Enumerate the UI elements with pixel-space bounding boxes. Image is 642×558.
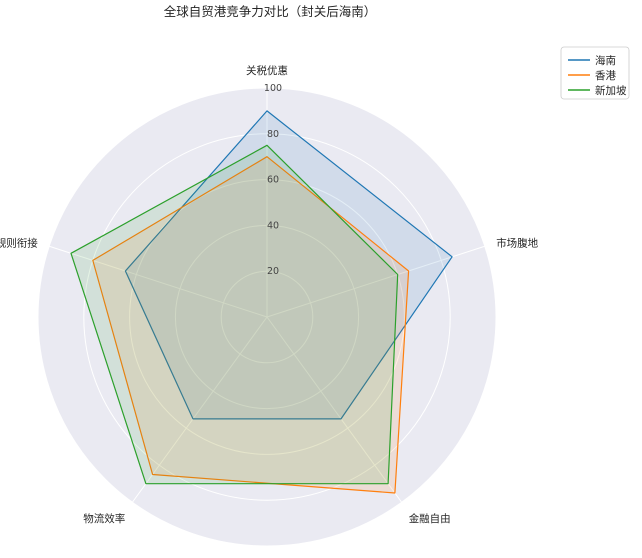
legend-label-0: 海南 xyxy=(595,54,616,67)
category-label-2: 金融自由 xyxy=(409,512,451,525)
series-layer xyxy=(70,110,453,494)
chart-title: 全球自贸港竞争力对比（封关后海南） xyxy=(164,4,377,19)
legend-label-2: 新加坡 xyxy=(595,84,627,97)
series-polygon-0 xyxy=(124,110,453,420)
radial-tick-labels: 20 40 60 80 100 xyxy=(264,83,282,277)
spoke-1 xyxy=(266,245,485,318)
spoke-3 xyxy=(131,316,268,503)
tick-label-20: 20 xyxy=(267,266,279,277)
category-label-4: 规则衔接 xyxy=(0,237,38,250)
tick-label-40: 40 xyxy=(267,220,279,231)
category-label-1: 市场腹地 xyxy=(496,237,538,250)
spoke-4 xyxy=(49,245,268,318)
tick-label-80: 80 xyxy=(267,129,279,140)
angular-gridlines xyxy=(49,88,485,503)
tick-label-100: 100 xyxy=(264,83,282,94)
category-label-3: 物流效率 xyxy=(83,512,125,525)
spoke-2 xyxy=(266,316,403,503)
tick-label-60: 60 xyxy=(267,175,279,186)
category-label-0: 关税优惠 xyxy=(246,64,288,77)
legend-label-1: 香港 xyxy=(595,70,616,82)
series-polygon-2 xyxy=(70,144,399,485)
